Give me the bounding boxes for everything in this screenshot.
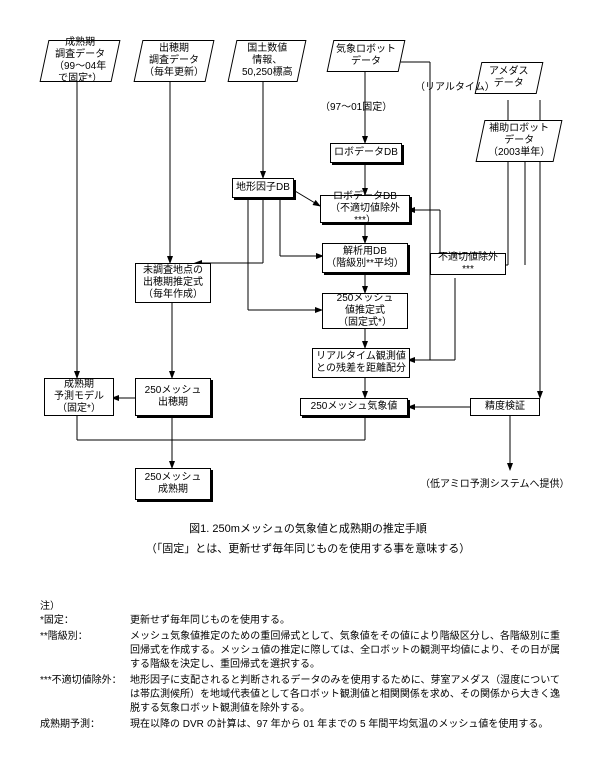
process-outlier-removal: 不適切値除外***: [430, 253, 506, 275]
figure-caption-1: 図1. 250mメッシュの気象値と成熟期の推定手順: [0, 520, 616, 536]
footnote-text-2: 地形因子に支配されると判断されるデータのみを使用するために、芽室アメダス（湿度に…: [130, 674, 560, 716]
process-validation: 精度検証: [470, 398, 540, 416]
label-fixed-period: （97～01固定）: [320, 98, 392, 113]
input-robot-weather: 気象ロボットデータ: [327, 40, 406, 72]
output-mesh-heading: 250メッシュ出穂期: [135, 378, 211, 416]
process-mesh-estimator: 250メッシュ値推定式（固定式*）: [322, 293, 408, 329]
footnote-label-1: **階級別：: [40, 630, 130, 644]
footnotes: 注） *固定：更新せず毎年同じものを使用する。 **階級別：メッシュ気象値推定の…: [40, 600, 580, 734]
input-aux-robot: 補助ロボットデータ（2003単年）: [476, 120, 563, 162]
input-heading-survey: 出穂期調査データ（毎年更新）: [134, 40, 215, 82]
db-robot: ロボデータDB: [330, 143, 402, 163]
footnote-text-3: 現在以降の DVR の計算は、97 年から 01 年までの 5 年間平均気温のメ…: [130, 718, 560, 732]
db-analysis: 解析用DB（階級別**平均）: [322, 243, 408, 273]
model-maturity-predict: 成熟期予測モデル（固定*）: [44, 378, 114, 416]
input-terrain-data: 国土数値情報、50,250標高: [228, 40, 307, 82]
db-robot-filtered: ロボデータDB（不適切値除外***）: [320, 195, 410, 223]
label-output-system: （低アミロ予測システムへ提供）: [420, 475, 570, 490]
process-heading-estimator: 未調査地点の出穂期推定式（毎年作成）: [135, 263, 211, 303]
figure-caption-2: （「固定」とは、更新せず毎年同じものを使用する事を意味する）: [0, 540, 616, 556]
output-mesh-weather: 250メッシュ気象値: [300, 398, 408, 416]
process-residual-dist: リアルタイム観測値との残差を距離配分: [312, 348, 410, 378]
db-terrain-factor: 地形因子DB: [232, 178, 294, 198]
footnote-text-0: 更新せず毎年同じものを使用する。: [130, 614, 560, 628]
footnote-header: 注）: [40, 600, 580, 614]
footnote-label-0: *固定：: [40, 614, 130, 628]
label-realtime: （リアルタイム）: [415, 78, 495, 93]
input-maturity-survey: 成熟期調査データ（99～04年で固定*）: [40, 40, 121, 82]
footnote-label-3: 成熟期予測：: [40, 718, 130, 732]
output-mesh-maturity: 250メッシュ成熟期: [135, 468, 211, 500]
footnote-label-2: ***不適切値除外：: [40, 674, 130, 688]
footnote-text-1: メッシュ気象値推定のための重回帰式として、気象値をその値により階級区分し、各階級…: [130, 630, 560, 672]
